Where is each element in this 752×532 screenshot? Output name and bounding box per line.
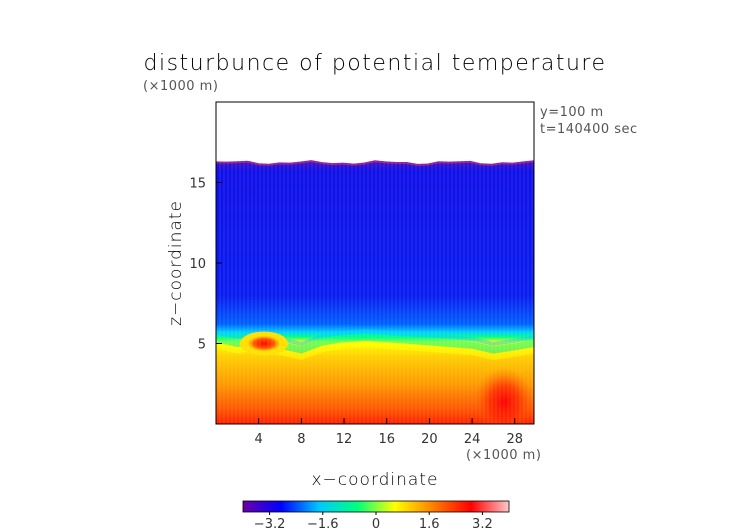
colorbar-tick-label: −1.6 xyxy=(307,517,339,532)
chart-title: disturbunce of potential temperature xyxy=(144,51,607,76)
x-tick-label: 4 xyxy=(255,432,263,447)
x-axis-label: x−coordinate xyxy=(312,470,439,490)
heatmap-plot xyxy=(216,102,534,424)
x-tick-label: 16 xyxy=(378,432,395,447)
colorbar-tick-label: 1.6 xyxy=(419,517,440,532)
x-tick-label: 20 xyxy=(421,432,438,447)
colorbar-tick-label: −3.2 xyxy=(254,517,286,532)
colorbar-tick-label: 0 xyxy=(372,517,380,532)
annotation-t: t=140400 sec xyxy=(540,122,638,137)
anomaly-core-2 xyxy=(474,367,534,424)
colorbar-tick-label: 3.2 xyxy=(472,517,493,532)
bottom-unit-label: (×1000 m) xyxy=(466,448,541,463)
y-axis-label: z−coordinate xyxy=(166,200,186,326)
x-tick-label: 24 xyxy=(464,432,481,447)
field-top-edge xyxy=(216,160,534,166)
x-tick-label: 28 xyxy=(507,432,524,447)
top-unit-label: (×1000 m) xyxy=(143,79,218,94)
x-tick-label: 12 xyxy=(336,432,353,447)
colorbar xyxy=(242,500,510,513)
anomaly-core-1 xyxy=(247,335,282,352)
y-tick-label: 5 xyxy=(198,338,206,353)
y-tick-label: 15 xyxy=(189,177,206,192)
y-tick-label: 10 xyxy=(189,257,206,272)
x-tick-label: 8 xyxy=(297,432,305,447)
annotation-y: y=100 m xyxy=(540,105,604,120)
